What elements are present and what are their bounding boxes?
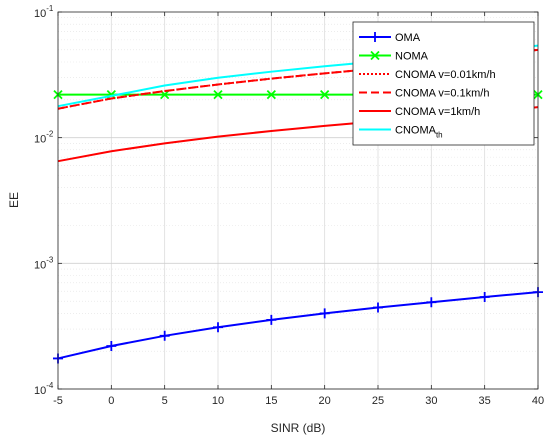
y-tick-label: 10-3 xyxy=(34,255,54,271)
legend-entry: CNOMA v=1km/h xyxy=(359,106,480,118)
data-point-marker xyxy=(320,89,330,100)
legend-label: CNOMA v=0.01km/h xyxy=(395,69,496,81)
legend-label-name: CNOMA xyxy=(395,125,437,137)
legend-label: NOMA xyxy=(395,51,429,63)
data-point-marker xyxy=(319,308,330,319)
y-tick-label-base: 10 xyxy=(34,8,46,20)
data-point-marker xyxy=(213,322,223,333)
series-cnoma-v-0-01km-h xyxy=(57,48,539,110)
y-tick-label-base: 10 xyxy=(34,385,46,397)
y-tick-label-exponent: -2 xyxy=(46,130,54,139)
series-line xyxy=(57,48,539,110)
y-tick-label: 10-2 xyxy=(34,130,54,146)
x-tick-label: -5 xyxy=(53,395,63,407)
data-point-marker xyxy=(479,291,490,302)
x-axis-label: SINR (dB) xyxy=(271,421,326,435)
legend: OMA NOMA CNOMA v=0.01km/h CNOMA v=0.1km/h CN… xyxy=(352,21,535,146)
x-tick-label: 30 xyxy=(425,395,437,407)
x-tick-label: 0 xyxy=(108,395,114,407)
y-tick-label-exponent: -3 xyxy=(46,255,54,264)
data-point-marker xyxy=(266,314,277,325)
y-tick-label-base: 10 xyxy=(34,259,46,271)
legend-label-subscript: th xyxy=(436,131,443,140)
y-tick-label-base: 10 xyxy=(34,134,46,146)
x-tick-label: 25 xyxy=(372,395,384,407)
legend-label: CNOMA v=0.1km/h xyxy=(395,88,489,100)
y-tick-label: 10-1 xyxy=(34,4,54,20)
legend-label-name: CNOMA v=0.01km/h xyxy=(395,69,496,81)
data-point-marker xyxy=(213,89,223,100)
y-tick-label: 10-4 xyxy=(34,381,54,397)
x-tick-label: 5 xyxy=(162,395,168,407)
legend-label: CNOMA v=1km/h xyxy=(395,106,480,118)
data-point-marker xyxy=(373,302,383,313)
x-tick-label: 20 xyxy=(319,395,331,407)
data-point-marker xyxy=(370,50,380,61)
x-tick-label: 10 xyxy=(212,395,224,407)
legend-label: CNOMAth xyxy=(395,125,443,140)
legend-entry: NOMA xyxy=(359,51,429,63)
x-tick-label: 40 xyxy=(532,395,544,407)
y-tick-label-exponent: -4 xyxy=(46,381,54,390)
y-tick-label-exponent: -1 xyxy=(46,4,54,13)
series-oma xyxy=(53,287,543,364)
legend-entry: CNOMAth xyxy=(359,125,443,140)
plot-frame xyxy=(57,11,539,390)
x-tick-label: 35 xyxy=(479,395,491,407)
series-line xyxy=(57,291,539,360)
data-point-marker xyxy=(426,297,437,308)
data-point-marker xyxy=(106,340,117,351)
data-point-marker xyxy=(159,330,170,341)
legend-entry: CNOMA v=0.01km/h xyxy=(359,69,496,81)
data-point-marker xyxy=(266,89,276,100)
x-tick-label: 15 xyxy=(265,395,277,407)
y-axis-label: EE xyxy=(7,192,21,208)
legend-label-name: NOMA xyxy=(395,51,429,63)
legend-box xyxy=(352,21,535,146)
legend-label-name: OMA xyxy=(395,32,421,44)
legend-entry: OMA xyxy=(359,32,421,44)
legend-entry: CNOMA v=0.1km/h xyxy=(359,88,489,100)
legend-label-name: CNOMA v=1km/h xyxy=(395,106,480,118)
data-point-marker xyxy=(370,32,380,42)
legend-label-name: CNOMA v=0.1km/h xyxy=(395,88,489,100)
legend-label: OMA xyxy=(395,32,421,44)
